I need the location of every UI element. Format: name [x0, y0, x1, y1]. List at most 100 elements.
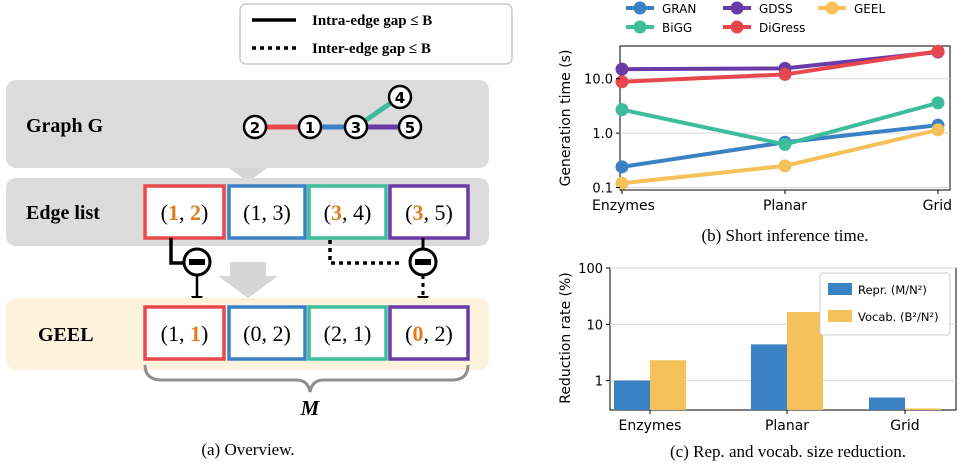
edge-tuple: (1, 3) — [243, 200, 291, 225]
chart-b: GRAN BiGG GDSS DiGress GEEL 0.1 1.0 10.0 Enzyme… — [558, 1, 952, 245]
geel-value: 1 — [353, 321, 364, 346]
geel-value: 0 — [251, 321, 262, 346]
ytick-label: 0.1 — [592, 182, 613, 197]
edge-value: 5 — [435, 200, 446, 225]
legend-label: GRAN — [662, 2, 696, 16]
ytick-label: 1 — [595, 375, 603, 390]
brace-label: M — [300, 396, 321, 420]
geel-value: 2 — [273, 321, 284, 346]
intra-connector — [169, 238, 212, 306]
geel-label: GEEL — [38, 324, 94, 346]
node-2-label: 2 — [250, 119, 260, 137]
series-point-digress — [778, 67, 792, 81]
edge-value: 3 — [413, 200, 424, 225]
geel-tuple: (2, 1) — [324, 321, 372, 346]
node-2: 2 — [242, 114, 268, 140]
edge-tuple: (3, 5) — [405, 200, 453, 225]
series-point-digress — [931, 44, 945, 58]
edge-list-label: Edge list — [26, 202, 100, 224]
ytick-label: 1.0 — [592, 127, 613, 142]
bar-repr — [751, 344, 787, 410]
chart-c-axes: 1 10 100 Enzymes Planar Grid — [578, 262, 920, 434]
geel-tuple: (0, 2) — [243, 321, 291, 346]
panel-a: Intra-edge gap ≤ B Inter-edge gap ≤ B Gr… — [6, 3, 513, 459]
legend-item-gdss: GDSS — [723, 1, 793, 16]
node-1-label: 1 — [305, 119, 315, 137]
geel-value: 2 — [435, 321, 446, 346]
node-5-label: 5 — [405, 119, 415, 137]
legend-label: GDSS — [759, 2, 793, 16]
node-1: 1 — [297, 114, 323, 140]
legend-label: GEEL — [854, 2, 885, 16]
series-point-geel — [778, 159, 792, 173]
edge-value: 1 — [168, 200, 179, 225]
ytick-label: 10.0 — [584, 73, 613, 88]
xtick-label: Enzymes — [619, 418, 682, 434]
series-point-geel — [615, 176, 629, 190]
bar-vocab — [905, 408, 941, 410]
legend-item-repr: Repr. (M/N²) — [828, 283, 927, 297]
xtick-label: Grid — [923, 198, 952, 214]
node-4: 4 — [387, 84, 413, 110]
legend-a: Intra-edge gap ≤ B Inter-edge gap ≤ B — [239, 3, 513, 65]
xtick-label: Planar — [763, 198, 807, 214]
caption-a: (a) Overview. — [201, 440, 294, 459]
legend-item-digress: DiGress — [723, 20, 805, 35]
node-3: 3 — [343, 114, 369, 140]
edge-value: 2 — [190, 200, 201, 225]
chart-c-ylabel: Reduction rate (%) — [558, 272, 574, 404]
edge-cell: (3, 4) — [307, 184, 388, 240]
caption-c: (c) Rep. and vocab. size reduction. — [670, 442, 906, 461]
series-point-gran — [615, 160, 629, 174]
geel-cell: (2, 1) — [307, 305, 388, 361]
geel-tuple: (0, 2) — [405, 321, 453, 346]
edge-cell: (3, 5) — [388, 184, 470, 240]
series-point-bigg — [931, 96, 945, 110]
edge-value: 1 — [251, 200, 262, 225]
ytick-label: 100 — [578, 262, 603, 277]
xtick-label: Grid — [890, 418, 919, 434]
chart-c-legend: Repr. (M/N²) Vocab. (B²/N²) — [819, 272, 951, 336]
chart-c-legend-frame — [819, 272, 951, 336]
bar-repr — [869, 397, 905, 410]
legend-label: BiGG — [662, 21, 692, 35]
chart-b-legend: GRAN BiGG GDSS DiGress GEEL — [626, 1, 885, 35]
xtick-label: Planar — [765, 418, 809, 434]
edge-value: 3 — [273, 200, 284, 225]
geel-cell: (1, 1) — [143, 305, 226, 361]
series-point-bigg — [778, 137, 792, 151]
edge-value: 3 — [331, 200, 342, 225]
edge-value: 4 — [353, 200, 364, 225]
geel-cell: (0, 2) — [227, 305, 307, 361]
xtick-label: Enzymes — [592, 198, 655, 214]
edge-tuple: (1, 2) — [161, 200, 209, 225]
legend-label: DiGress — [759, 21, 805, 35]
edge-cell: (1, 3) — [227, 184, 307, 240]
series-point-bigg — [615, 103, 629, 117]
ytick-label: 10 — [586, 318, 603, 333]
geel-cells: (1, 1) (0, 2) (2, 1) (0, 2) — [143, 305, 470, 361]
node-4-label: 4 — [395, 89, 405, 107]
bar-repr — [614, 380, 650, 410]
legend-item-bigg: BiGG — [626, 20, 692, 35]
down-arrow-2 — [218, 262, 278, 298]
node-3-label: 3 — [351, 119, 361, 137]
bar-vocab — [787, 312, 823, 410]
chart-c-bars — [614, 312, 941, 410]
bar-vocab — [650, 360, 686, 410]
geel-tuple: (1, 1) — [161, 321, 209, 346]
geel-value: 1 — [168, 321, 179, 346]
legend-item-vocab: Vocab. (B²/N²) — [828, 310, 939, 324]
legend-inter-label: Inter-edge gap ≤ B — [312, 41, 431, 57]
geel-value: 2 — [331, 321, 342, 346]
legend-item-geel: GEEL — [818, 1, 885, 16]
brace — [143, 364, 470, 393]
inter-connector — [328, 238, 438, 306]
edge-list-cells: (1, 2) (1, 3) (3, 4) (3, 5) — [143, 184, 470, 240]
series-point-gdss — [615, 62, 629, 76]
edge-tuple: (3, 4) — [324, 200, 372, 225]
series-point-geel — [931, 123, 945, 137]
chart-c: 1 10 100 Enzymes Planar Grid Repr. (M/N²) Voca… — [558, 262, 957, 461]
geel-value: 0 — [413, 321, 424, 346]
